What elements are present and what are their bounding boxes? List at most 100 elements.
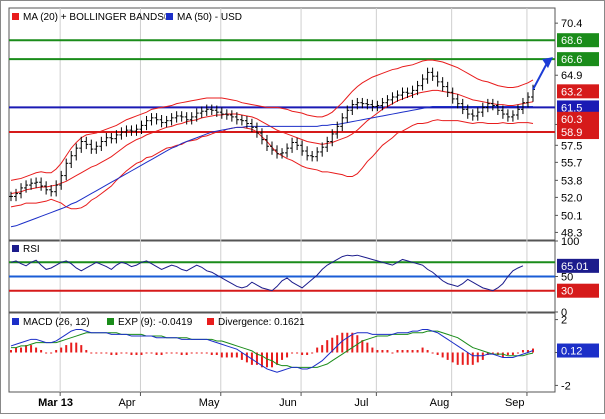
divergence-bar [406,350,409,353]
level-badge-label: 68.6 [561,35,582,47]
divergence-bar [30,345,33,353]
divergence-bar [195,352,198,354]
divergence-bar [50,352,53,354]
legend-label-rsi: RSI [23,244,40,255]
divergence-bar [366,342,369,353]
divergence-bar [185,352,188,355]
divergence-bar [65,345,68,353]
divergence-bar [506,352,509,355]
price-axis-tick-label: 48.3 [561,227,582,239]
divergence-bar [75,342,78,353]
divergence-bar [210,352,213,355]
divergence-bar [120,352,123,354]
divergence-bar [45,352,48,354]
divergence-bar [265,352,268,368]
divergence-bar [511,352,514,355]
divergence-bar [391,352,394,354]
divergence-bar [240,352,243,360]
price-axis-tick-label: 70.4 [561,18,582,30]
level-badge-label: 58.9 [561,127,582,139]
divergence-bar [225,352,228,358]
divergence-bar [466,352,469,365]
x-tick-label: Sep [505,397,525,409]
legend-label-ma20: MA (20) + BOLLINGER BANDS® [23,12,172,23]
x-tick-label: Jun [279,397,297,409]
divergence-bar [426,350,429,353]
macd-value-badge-label: 0.12 [561,346,582,358]
divergence-bar [396,350,399,353]
divergence-bar [55,350,58,353]
divergence-bar [436,352,439,355]
level-badge [557,52,599,67]
divergence-bar [100,352,103,354]
ma50-line [10,105,533,228]
legend-label-macd: MACD (26, 12) [23,317,90,328]
rsi-level-badge-label: 30 [561,286,573,298]
x-tick-label: May [199,397,220,409]
level-badge [557,100,599,115]
divergence-bar [521,350,524,353]
divergence-bar [60,347,63,353]
ma20-line [10,89,534,195]
x-tick-label: Apr [118,397,135,409]
divergence-bar [125,352,128,354]
level-badge-label: 66.6 [561,54,582,66]
divergence-bar [421,347,424,353]
divergence-bar [336,335,339,353]
divergence-bar [85,350,88,353]
legend-swatch-macd [12,318,19,325]
divergence-bar [135,352,138,355]
price-value-badge [557,84,599,99]
divergence-bar [255,352,258,365]
divergence-bar [411,350,414,353]
legend-swatch-rsi [12,245,19,252]
divergence-bar [271,352,273,368]
x-tick-label: Aug [430,397,450,409]
rsi-axis-tick-label: 100 [561,236,579,248]
legend-label-signal: EXP (9): -0.0419 [118,317,193,328]
divergence-bar [35,347,38,353]
x-tick-label: Mar 13 [38,397,73,409]
divergence-bar [381,350,384,353]
divergence-bar [371,347,374,353]
legend-swatch-ma50 [166,13,173,20]
divergence-bar [170,352,173,354]
level-badge-label: 61.5 [561,102,582,114]
price-axis-tick-label: 52.0 [561,192,582,204]
legend-swatch-divergence [207,318,214,325]
price-axis-tick-label: 57.5 [561,140,582,152]
divergence-bar [361,340,364,353]
divergence-bar [526,350,529,353]
divergence-bar [456,352,459,365]
divergence-bar [260,352,263,368]
rsi-line [10,254,524,292]
divergence-bar [351,332,354,353]
price-value-badge-label: 60.3 [561,114,582,126]
divergence-bar [501,352,504,358]
rsi-value-badge-label: 65.01 [561,261,589,273]
divergence-bar [80,345,83,353]
divergence-bar [20,347,23,353]
macd-axis-tick-label: 2 [561,315,567,327]
macd-value-badge [557,343,599,358]
projection-arrow-head [542,57,553,69]
divergence-bar [10,350,12,353]
divergence-bar [15,347,18,353]
divergence-bar [215,352,218,355]
rsi-value-badge [557,258,599,273]
divergence-bar [115,352,118,355]
level-badge [557,33,599,48]
divergence-bar [311,352,314,354]
divergence-bar [326,340,329,353]
divergence-bar [150,352,153,354]
legend-swatch-signal [107,318,114,325]
divergence-bar [346,332,349,353]
rsi-level-badge [557,283,599,298]
legend-label-ma50: MA (50) - USD [177,12,242,23]
divergence-bar [461,352,464,365]
macd-axis-tick-label: -2 [561,380,571,392]
divergence-bar [180,352,183,355]
divergence-bar [446,352,449,360]
legend-label-divergence: Divergence: 0.1621 [218,317,305,328]
